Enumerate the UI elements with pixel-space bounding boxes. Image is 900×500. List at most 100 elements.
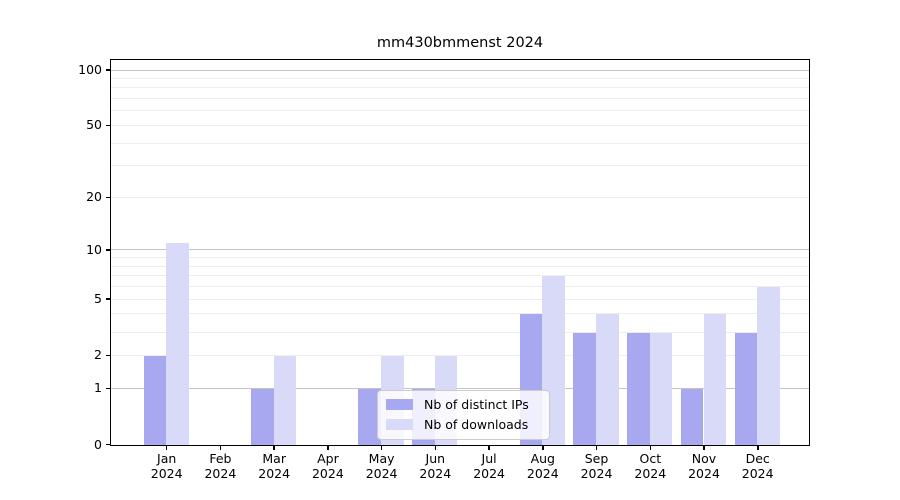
x-tick-label: Jul 2024 bbox=[457, 451, 521, 481]
bar-distinct-ips bbox=[734, 332, 758, 445]
legend-label-downloads: Nb of downloads bbox=[424, 417, 529, 432]
gridline-minor bbox=[111, 196, 809, 198]
gridline-minor bbox=[111, 298, 809, 300]
x-tick-label: Oct 2024 bbox=[618, 451, 682, 481]
gridline-minor bbox=[111, 331, 809, 333]
x-tick-month: Jul bbox=[481, 451, 497, 466]
x-tick-mark bbox=[595, 446, 598, 450]
y-tick-label: 100 bbox=[78, 62, 102, 77]
x-tick-month: May bbox=[368, 451, 395, 466]
x-tick-label: Jun 2024 bbox=[403, 451, 467, 481]
legend-swatch-distinct-ips bbox=[386, 399, 413, 410]
x-tick-month: Nov bbox=[691, 451, 717, 466]
gridline-minor bbox=[111, 124, 809, 126]
gridline-minor bbox=[111, 275, 809, 277]
x-tick-mark bbox=[542, 446, 544, 450]
bar-downloads bbox=[166, 243, 189, 445]
gridline-major bbox=[111, 69, 809, 71]
legend-swatch-downloads bbox=[386, 419, 413, 430]
x-tick-mark bbox=[757, 446, 759, 450]
y-tick-mark bbox=[106, 249, 110, 251]
bar-downloads bbox=[757, 287, 780, 445]
y-tick-mark bbox=[106, 196, 110, 199]
x-tick-label: Aug 2024 bbox=[511, 451, 575, 481]
plot-area bbox=[110, 59, 810, 446]
bar-downloads bbox=[649, 332, 673, 445]
y-tick-label: 50 bbox=[86, 117, 102, 133]
gridline-minor bbox=[111, 313, 809, 315]
gridline-minor bbox=[111, 354, 809, 356]
x-tick-year: 2024 bbox=[311, 466, 344, 481]
legend-label-distinct-ips: Nb of distinct IPs bbox=[424, 397, 529, 412]
x-tick-year: 2024 bbox=[419, 466, 452, 481]
x-tick-year: 2024 bbox=[741, 466, 774, 481]
gridline-minor bbox=[111, 98, 809, 100]
y-tick-mark bbox=[106, 298, 110, 300]
gridline-minor bbox=[111, 257, 809, 259]
x-tick-mark bbox=[703, 446, 705, 450]
gridline-minor bbox=[111, 110, 809, 112]
x-tick-label: Nov 2024 bbox=[672, 451, 736, 481]
gridline-minor bbox=[111, 165, 809, 167]
x-tick-year: 2024 bbox=[634, 466, 667, 481]
x-tick-mark bbox=[327, 446, 329, 450]
x-tick-month: Sep bbox=[584, 451, 609, 466]
x-tick-label: Dec 2024 bbox=[726, 451, 790, 481]
x-tick-month: Oct bbox=[639, 451, 662, 466]
bar-distinct-ips bbox=[627, 332, 650, 445]
gridline-major bbox=[111, 249, 809, 251]
x-tick-mark bbox=[219, 446, 222, 450]
x-tick-mark bbox=[273, 446, 275, 450]
chart-title: mm430bmmenst 2024 bbox=[376, 35, 544, 51]
x-tick-year: 2024 bbox=[526, 466, 559, 481]
x-tick-year: 2024 bbox=[688, 466, 720, 481]
x-tick-month: Feb bbox=[209, 451, 232, 466]
legend: Nb of distinct IPs Nb of downloads bbox=[377, 390, 550, 440]
x-tick-year: 2024 bbox=[150, 466, 183, 481]
x-tick-label: Jan 2024 bbox=[135, 451, 199, 481]
x-tick-month: Dec bbox=[745, 451, 770, 466]
x-tick-month: Aug bbox=[530, 451, 555, 466]
bar-distinct-ips bbox=[358, 388, 382, 445]
x-tick-year: 2024 bbox=[204, 466, 237, 481]
gridline-minor bbox=[111, 142, 809, 144]
x-tick-label: Feb 2024 bbox=[188, 451, 252, 481]
gridline-minor bbox=[111, 286, 809, 288]
legend-item-downloads: Nb of downloads bbox=[386, 417, 541, 432]
x-tick-year: 2024 bbox=[473, 466, 505, 481]
x-tick-year: 2024 bbox=[580, 466, 613, 481]
y-tick-label: 20 bbox=[86, 189, 102, 205]
y-tick-mark bbox=[106, 69, 110, 71]
y-tick-label: 2 bbox=[94, 347, 102, 363]
x-tick-month: Jan bbox=[157, 451, 177, 466]
x-tick-year: 2024 bbox=[258, 466, 291, 481]
y-tick-mark bbox=[106, 124, 110, 127]
y-tick-label: 1 bbox=[94, 380, 102, 396]
gridline-minor bbox=[111, 78, 809, 79]
y-tick-label: 5 bbox=[94, 291, 102, 307]
y-tick-mark bbox=[106, 443, 110, 446]
legend-item-distinct-ips: Nb of distinct IPs bbox=[386, 397, 541, 412]
gridline-minor bbox=[111, 87, 809, 89]
bar-distinct-ips bbox=[680, 388, 704, 445]
x-tick-mark bbox=[649, 446, 651, 450]
x-tick-mark bbox=[434, 446, 437, 450]
bar-downloads bbox=[703, 314, 727, 445]
bar-distinct-ips bbox=[573, 332, 596, 445]
x-tick-label: May 2024 bbox=[350, 451, 414, 481]
x-tick-mark bbox=[380, 446, 383, 450]
plot-inner bbox=[111, 60, 809, 445]
bar-downloads bbox=[596, 314, 619, 445]
gridline-major bbox=[111, 387, 809, 389]
y-tick-mark bbox=[106, 354, 110, 357]
x-tick-month: Apr bbox=[317, 451, 339, 466]
x-tick-month: Mar bbox=[262, 451, 286, 466]
y-tick-label: 0 bbox=[94, 436, 102, 452]
bar-downloads bbox=[273, 355, 297, 445]
x-tick-label: Sep 2024 bbox=[565, 451, 629, 481]
bar-distinct-ips bbox=[143, 355, 167, 445]
x-tick-label: Apr 2024 bbox=[296, 451, 360, 481]
x-tick-label: Mar 2024 bbox=[242, 451, 306, 481]
bar-distinct-ips bbox=[251, 388, 274, 445]
